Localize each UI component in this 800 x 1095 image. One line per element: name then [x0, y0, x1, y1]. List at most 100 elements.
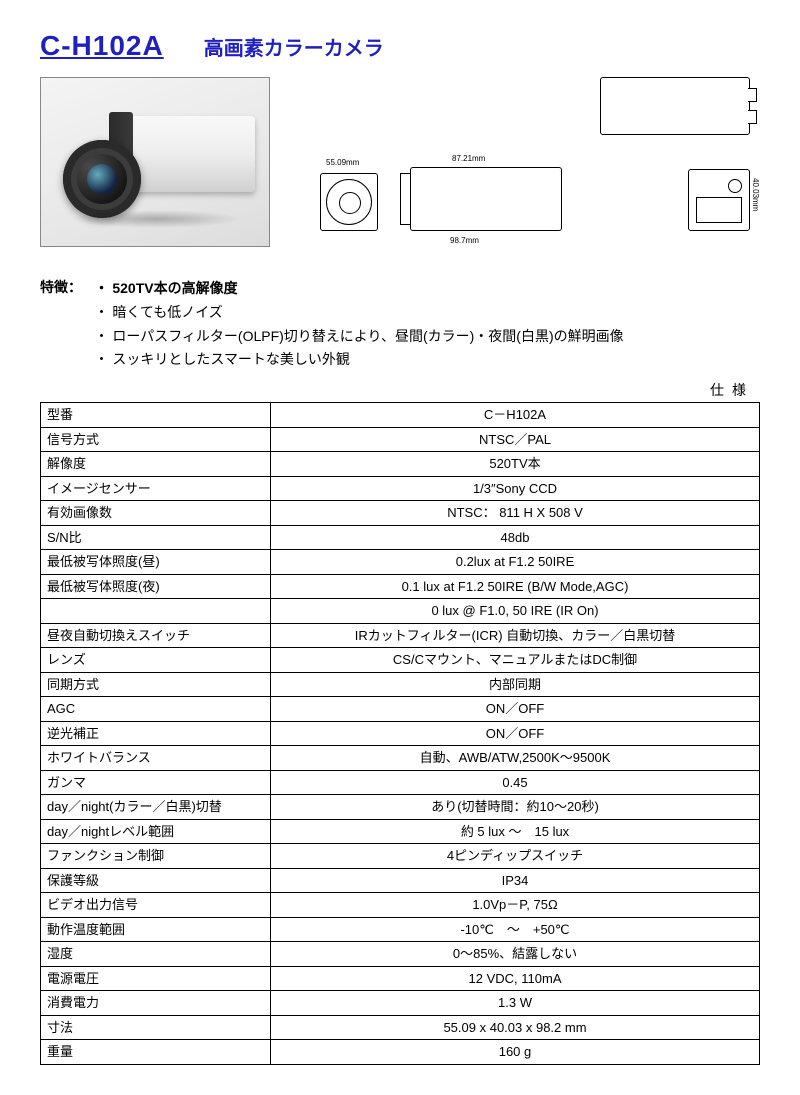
spec-value-cell: 1.0Vp－P, 75Ω [271, 893, 760, 918]
spec-label-cell: 同期方式 [41, 672, 271, 697]
spec-value-cell: 12 VDC, 110mA [271, 966, 760, 991]
spec-value-cell: ON／OFF [271, 697, 760, 722]
table-row: 湿度0～85%、結露しない [41, 942, 760, 967]
spec-label-cell: 消費電力 [41, 991, 271, 1016]
spec-label-cell: ガンマ [41, 770, 271, 795]
spec-value-cell: 160 g [271, 1040, 760, 1065]
spec-value-cell: あり(切替時間：約10～20秒) [271, 795, 760, 820]
table-row: 解像度520TV本 [41, 452, 760, 477]
model-number: C-H102A [40, 30, 164, 62]
spec-label-cell: day／nightレベル範囲 [41, 819, 271, 844]
table-row: 型番C－H102A [41, 403, 760, 428]
spec-label-cell: AGC [41, 697, 271, 722]
table-row: レンズCS/Cマウント、マニュアルまたはDC制御 [41, 648, 760, 673]
table-row: S/N比48db [41, 525, 760, 550]
spec-value-cell: NTSC／PAL [271, 427, 760, 452]
spec-label-cell: S/N比 [41, 525, 271, 550]
table-row: 同期方式内部同期 [41, 672, 760, 697]
table-row: ビデオ出力信号1.0Vp－P, 75Ω [41, 893, 760, 918]
spec-value-cell: NTSC： 811 H X 508 V [271, 501, 760, 526]
spec-label-cell: 有効画像数 [41, 501, 271, 526]
spec-label-cell: レンズ [41, 648, 271, 673]
spec-value-cell: ON／OFF [271, 721, 760, 746]
spec-table: 型番C－H102A信号方式NTSC／PAL解像度520TV本イメージセンサー1/… [40, 402, 760, 1065]
spec-label-cell: 電源電圧 [41, 966, 271, 991]
spec-label-cell: day／night(カラー／白黒)切替 [41, 795, 271, 820]
table-row: 最低被写体照度(夜)0.1 lux at F1.2 50IRE (B/W Mod… [41, 574, 760, 599]
table-row: ファンクション制御4ピンディップスイッチ [41, 844, 760, 869]
table-row: 逆光補正ON／OFF [41, 721, 760, 746]
spec-label-cell: ファンクション制御 [41, 844, 271, 869]
table-row: 寸法55.09 x 40.03 x 98.2 mm [41, 1015, 760, 1040]
dimension-diagrams: 55.09mm 87.21mm 98.7mm 40.03mm [290, 77, 760, 247]
features-list: ・ 520TV本の高解像度・ 暗くても低ノイズ・ ローパスフィルター(OLPF)… [86, 277, 623, 372]
table-row: 保護等級IP34 [41, 868, 760, 893]
diagram-front-lens-icon [326, 179, 372, 225]
table-row: 動作温度範囲-10℃ ～ +50℃ [41, 917, 760, 942]
spec-label-cell: 重量 [41, 1040, 271, 1065]
spec-value-cell: IRカットフィルター(ICR) 自動切換、カラー／白黒切替 [271, 623, 760, 648]
feature-item: ・ スッキリとしたスマートな美しい外観 [94, 348, 623, 372]
table-row: 消費電力1.3 W [41, 991, 760, 1016]
spec-value-cell: 0.2lux at F1.2 50IRE [271, 550, 760, 575]
spec-value-cell: 約 5 lux ～ 15 lux [271, 819, 760, 844]
table-row: 信号方式NTSC／PAL [41, 427, 760, 452]
table-row: 重量160 g [41, 1040, 760, 1065]
spec-heading: 仕様 [40, 380, 760, 400]
image-row: 55.09mm 87.21mm 98.7mm 40.03mm [40, 77, 760, 247]
spec-label-cell: 型番 [41, 403, 271, 428]
table-row: 有効画像数NTSC： 811 H X 508 V [41, 501, 760, 526]
features-section: 特徵： ・ 520TV本の高解像度・ 暗くても低ノイズ・ ローパスフィルター(O… [40, 277, 760, 372]
spec-value-cell: 55.09 x 40.03 x 98.2 mm [271, 1015, 760, 1040]
spec-value-cell: 48db [271, 525, 760, 550]
spec-value-cell: 1.3 W [271, 991, 760, 1016]
spec-value-cell: CS/Cマウント、マニュアルまたはDC制御 [271, 648, 760, 673]
dim-side-top-width: 87.21mm [452, 154, 485, 163]
product-photo [40, 77, 270, 247]
spec-value-cell: 4ピンディップスイッチ [271, 844, 760, 869]
spec-value-cell: 0 lux @ F1.0, 50 IRE (IR On) [271, 599, 760, 624]
spec-value-cell: IP34 [271, 868, 760, 893]
table-row: 0 lux @ F1.0, 50 IRE (IR On) [41, 599, 760, 624]
table-row: 電源電圧12 VDC, 110mA [41, 966, 760, 991]
features-label: 特徵： [40, 277, 82, 297]
spec-label-cell: ビデオ出力信号 [41, 893, 271, 918]
spec-label-cell: 寸法 [41, 1015, 271, 1040]
spec-value-cell: 0.45 [271, 770, 760, 795]
spec-label-cell: 昼夜自動切換えスイッチ [41, 623, 271, 648]
spec-label-cell: 保護等級 [41, 868, 271, 893]
spec-value-cell: 1/3″Sony CCD [271, 476, 760, 501]
table-row: AGCON／OFF [41, 697, 760, 722]
spec-value-cell: 自動、AWB/ATW,2500K～9500K [271, 746, 760, 771]
spec-label-cell: 逆光補正 [41, 721, 271, 746]
spec-value-cell: 0～85%、結露しない [271, 942, 760, 967]
table-row: day／nightレベル範囲約 5 lux ～ 15 lux [41, 819, 760, 844]
table-row: 昼夜自動切換えスイッチIRカットフィルター(ICR) 自動切換、カラー／白黒切替 [41, 623, 760, 648]
spec-label-cell: 最低被写体照度(昼) [41, 550, 271, 575]
camera-lens-icon [63, 140, 141, 218]
spec-label-cell [41, 599, 271, 624]
spec-value-cell: 0.1 lux at F1.2 50IRE (B/W Mode,AGC) [271, 574, 760, 599]
table-row: ガンマ0.45 [41, 770, 760, 795]
table-row: day／night(カラー／白黒)切替あり(切替時間：約10～20秒) [41, 795, 760, 820]
spec-label-cell: イメージセンサー [41, 476, 271, 501]
dim-front-width: 55.09mm [326, 158, 359, 167]
product-title: 高画素カラーカメラ [204, 32, 384, 61]
dim-back-height: 40.03mm [751, 178, 760, 211]
diagram-back-connector-icon [728, 179, 742, 193]
spec-label-cell: 動作温度範囲 [41, 917, 271, 942]
table-row: イメージセンサー1/3″Sony CCD [41, 476, 760, 501]
spec-value-cell: 内部同期 [271, 672, 760, 697]
spec-label-cell: 最低被写体照度(夜) [41, 574, 271, 599]
spec-label-cell: 解像度 [41, 452, 271, 477]
feature-item: ・ 520TV本の高解像度 [94, 277, 623, 301]
spec-label-cell: 信号方式 [41, 427, 271, 452]
table-row: 最低被写体照度(昼)0.2lux at F1.2 50IRE [41, 550, 760, 575]
spec-label-cell: ホワイトバランス [41, 746, 271, 771]
diagram-side-view [410, 167, 562, 231]
spec-value-cell: C－H102A [271, 403, 760, 428]
table-row: ホワイトバランス自動、AWB/ATW,2500K～9500K [41, 746, 760, 771]
spec-label-cell: 湿度 [41, 942, 271, 967]
feature-item: ・ ローパスフィルター(OLPF)切り替えにより、昼間(カラー)・夜間(白黒)の… [94, 325, 623, 349]
spec-value-cell: 520TV本 [271, 452, 760, 477]
